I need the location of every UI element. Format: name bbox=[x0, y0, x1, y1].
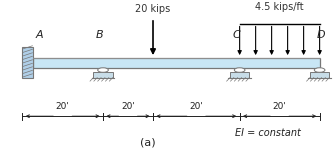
Text: EI = constant: EI = constant bbox=[235, 128, 301, 138]
Text: 20': 20' bbox=[121, 102, 135, 111]
Text: D: D bbox=[317, 30, 326, 40]
Text: (a): (a) bbox=[140, 138, 156, 148]
Circle shape bbox=[98, 68, 108, 72]
Bar bbox=[23, 47, 33, 78]
Text: 20': 20' bbox=[190, 102, 203, 111]
Bar bbox=[33, 58, 320, 68]
Text: 20': 20' bbox=[56, 102, 70, 111]
Text: C: C bbox=[233, 30, 240, 40]
Bar bbox=[230, 72, 249, 78]
Bar bbox=[93, 72, 113, 78]
Text: 4.5 kips/ft: 4.5 kips/ft bbox=[255, 2, 304, 12]
Circle shape bbox=[234, 68, 245, 72]
Text: A: A bbox=[36, 30, 44, 40]
Text: 20': 20' bbox=[273, 102, 287, 111]
Bar bbox=[310, 72, 329, 78]
Circle shape bbox=[314, 68, 325, 72]
Text: 20 kips: 20 kips bbox=[135, 4, 171, 14]
Text: B: B bbox=[96, 30, 103, 40]
